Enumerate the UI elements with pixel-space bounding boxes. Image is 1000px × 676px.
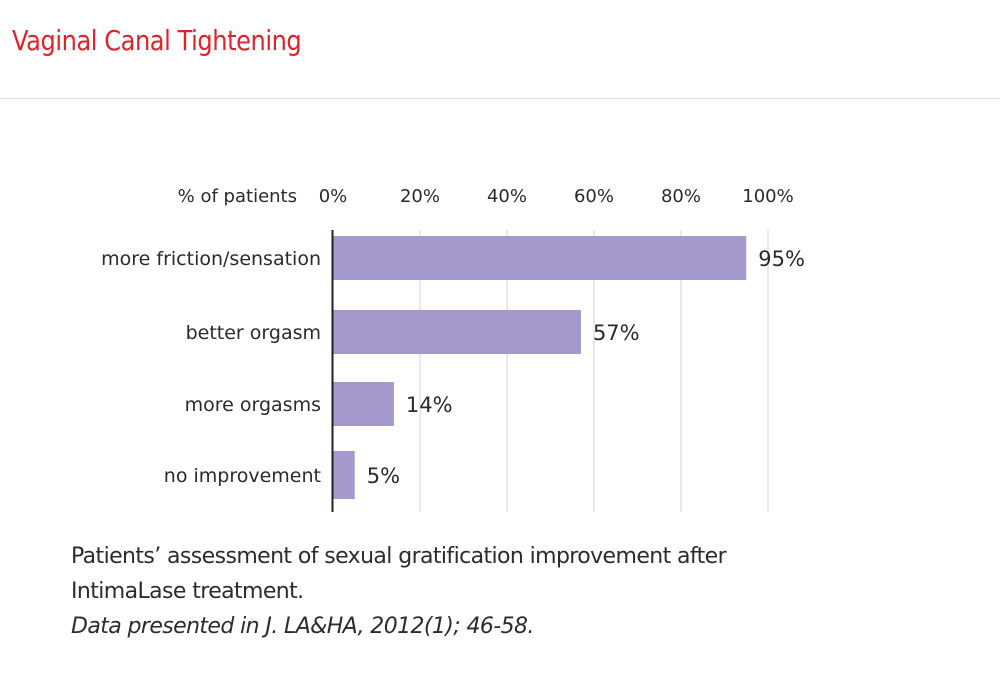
value-label: 5% <box>367 464 400 488</box>
value-label: 95% <box>758 247 805 271</box>
category-label: more friction/sensation <box>101 248 321 270</box>
caption-source: Data presented in J. LA&HA, 2012(1); 46-… <box>71 614 534 639</box>
x-tick-label: 40% <box>487 186 527 207</box>
chart-caption: Patients’ assessment of sexual gratifica… <box>71 539 831 644</box>
page-title: Vaginal Canal Tightening <box>12 24 302 57</box>
bar-4 <box>333 451 355 499</box>
axis-title: % of patients <box>178 186 297 207</box>
caption-line-1: Patients’ assessment of sexual gratifica… <box>71 544 727 569</box>
bar-3 <box>333 382 394 426</box>
x-tick-label: 100% <box>742 186 793 207</box>
x-tick-label: 60% <box>574 186 614 207</box>
category-label: more orgasms <box>185 394 321 416</box>
bar-1 <box>333 236 747 280</box>
x-tick-label: 80% <box>661 186 701 207</box>
bar-chart: 0% 20% 40% 60% 80% 100% % of patients more fric… <box>101 186 805 512</box>
bar-2 <box>333 310 581 354</box>
x-tick-label: 20% <box>400 186 440 207</box>
category-label: no improvement <box>164 465 321 487</box>
value-label: 14% <box>406 393 453 417</box>
value-label: 57% <box>593 321 640 345</box>
x-tick-label: 0% <box>319 186 348 207</box>
caption-line-2: IntimaLase treatment. <box>71 579 304 604</box>
header-divider <box>0 98 1000 99</box>
category-label: better orgasm <box>186 322 321 344</box>
